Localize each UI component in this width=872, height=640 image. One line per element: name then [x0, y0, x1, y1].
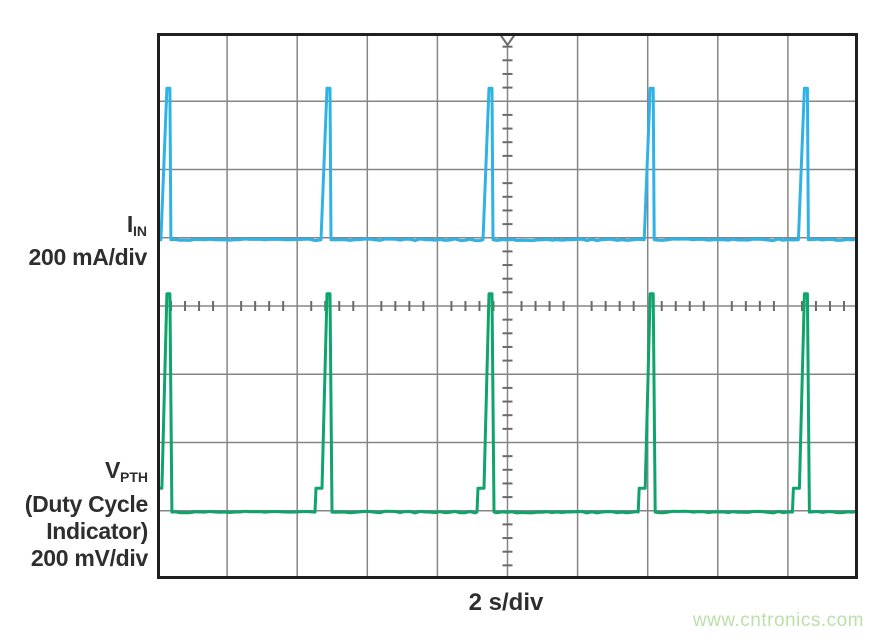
vpth-symbol: VPTH	[104, 457, 148, 485]
vpth-trace-label: VPTH (Duty Cycle Indicator) 200 mV/div	[0, 457, 149, 572]
vpth-note-line1: (Duty Cycle	[24, 491, 149, 517]
vpth-subscript: PTH	[120, 469, 148, 485]
iin-subscript: IN	[133, 223, 147, 239]
vpth-note-line2: Indicator)	[46, 518, 148, 544]
vpth-scale-label: 200 mV/div	[30, 545, 148, 571]
screen-border	[157, 33, 858, 579]
watermark: www.cntronics.com	[692, 610, 864, 631]
scope-plot	[157, 33, 858, 579]
trigger-marker-icon	[498, 34, 517, 47]
iin-symbol: IIN	[126, 211, 147, 239]
center-axis-tick-marks	[170, 45, 845, 567]
iin-trace	[157, 86, 858, 243]
iin-trace-label: IIN 200 mA/div	[0, 211, 148, 270]
scope-screen	[157, 33, 858, 579]
x-scale-label: 2 s/div	[468, 589, 544, 616]
iin-scale-label: 200 mA/div	[28, 244, 148, 270]
vpth-trace	[157, 292, 858, 515]
